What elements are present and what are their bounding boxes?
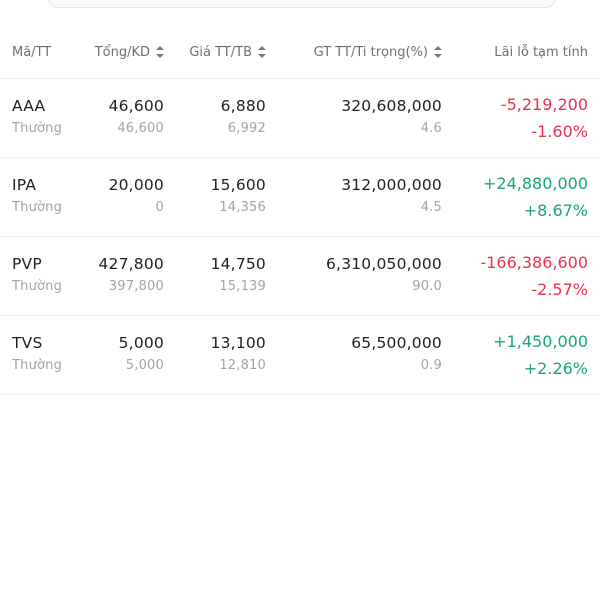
- total-volume: 5,000: [118, 334, 164, 352]
- weight-percent: 4.6: [420, 121, 442, 136]
- sort-icon[interactable]: [434, 45, 442, 58]
- table-row[interactable]: IPA Thường 20,000 0 15,600 14,356 312,00…: [0, 158, 600, 237]
- header-price-label: Giá TT/TB: [189, 45, 252, 60]
- market-price: 6,880: [220, 97, 266, 115]
- profit-loss-value: +24,880,000: [482, 174, 588, 193]
- weight-percent: 0.9: [420, 358, 442, 373]
- available-volume: 0: [155, 200, 164, 215]
- table-header: Mã/TT Tổng/KD Giá TT/TB GT TT/Ti trọng(%…: [0, 28, 600, 79]
- search-bar-edge[interactable]: [48, 0, 556, 8]
- weight-percent: 4.5: [420, 200, 442, 215]
- profit-loss-percent: +2.26%: [523, 359, 588, 378]
- stock-code: AAA: [12, 97, 46, 115]
- profit-loss-value: -166,386,600: [480, 253, 588, 272]
- total-volume: 427,800: [98, 255, 164, 273]
- stock-type: Thường: [12, 200, 63, 215]
- available-volume: 5,000: [125, 358, 164, 373]
- top-search-strip: [0, 0, 600, 8]
- header-pl: Lãi lỗ tạm tính: [494, 28, 588, 78]
- market-value: 312,000,000: [341, 176, 442, 194]
- market-value: 320,608,000: [341, 97, 442, 115]
- profit-loss-percent: -1.60%: [531, 122, 588, 141]
- table-row[interactable]: AAA Thường 46,600 46,600 6,880 6,992 320…: [0, 79, 600, 158]
- sort-icon[interactable]: [156, 45, 164, 58]
- portfolio-table: Mã/TT Tổng/KD Giá TT/TB GT TT/Ti trọng(%…: [0, 28, 600, 395]
- market-price: 13,100: [210, 334, 266, 352]
- average-price: 12,810: [219, 358, 266, 373]
- header-code-label: Mã/TT: [12, 45, 52, 60]
- profit-loss-value: -5,219,200: [500, 95, 588, 114]
- table-row[interactable]: TVS Thường 5,000 5,000 13,100 12,810 65,…: [0, 316, 600, 395]
- profit-loss-value: +1,450,000: [493, 332, 588, 351]
- stock-code: TVS: [12, 334, 43, 352]
- total-volume: 20,000: [108, 176, 164, 194]
- average-price: 6,992: [227, 121, 266, 136]
- stock-type: Thường: [12, 358, 63, 373]
- market-price: 15,600: [210, 176, 266, 194]
- average-price: 14,356: [219, 200, 266, 215]
- stock-type: Thường: [12, 121, 63, 136]
- average-price: 15,139: [219, 279, 266, 294]
- stock-type: Thường: [12, 279, 63, 294]
- weight-percent: 90.0: [412, 279, 442, 294]
- market-price: 14,750: [210, 255, 266, 273]
- available-volume: 397,800: [108, 279, 164, 294]
- market-value: 65,500,000: [351, 334, 442, 352]
- header-pl-label: Lãi lỗ tạm tính: [494, 45, 588, 60]
- header-code: Mã/TT: [12, 28, 51, 78]
- sort-icon[interactable]: [258, 45, 266, 58]
- table-row[interactable]: PVP Thường 427,800 397,800 14,750 15,139…: [0, 237, 600, 316]
- profit-loss-percent: +8.67%: [523, 201, 588, 220]
- market-value: 6,310,050,000: [326, 255, 442, 273]
- profit-loss-percent: -2.57%: [531, 280, 588, 299]
- header-volume-label: Tổng/KD: [94, 45, 150, 60]
- header-price-sort[interactable]: Giá TT/TB: [189, 28, 266, 78]
- header-value-label: GT TT/Ti trọng(%): [313, 45, 428, 60]
- header-volume-sort[interactable]: Tổng/KD: [95, 28, 164, 78]
- available-volume: 46,600: [117, 121, 164, 136]
- header-value-sort[interactable]: GT TT/Ti trọng(%): [314, 28, 442, 78]
- stock-code: IPA: [12, 176, 37, 194]
- stock-code: PVP: [12, 255, 42, 273]
- total-volume: 46,600: [108, 97, 164, 115]
